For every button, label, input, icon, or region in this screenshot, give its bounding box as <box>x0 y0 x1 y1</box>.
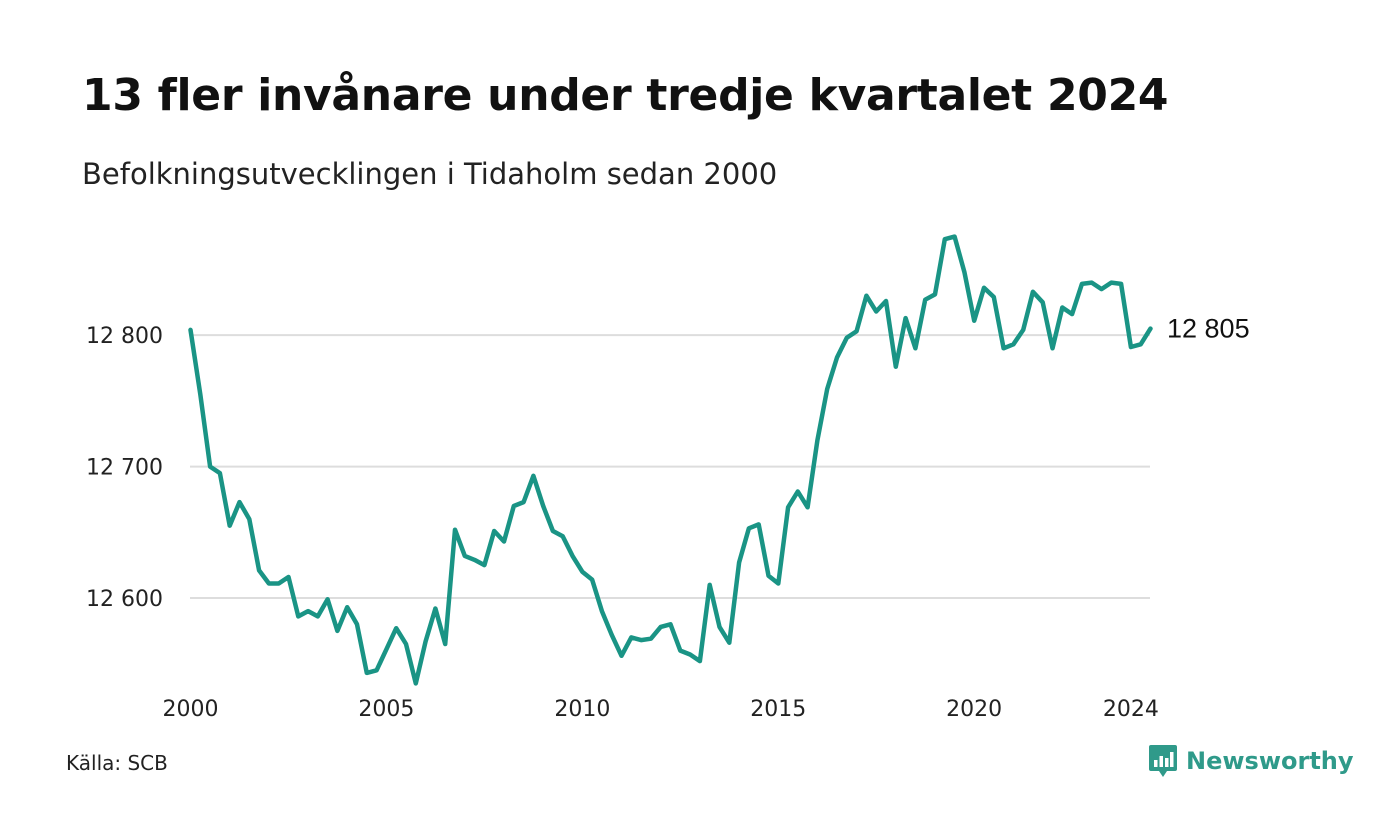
x-tick-label: 2024 <box>1103 697 1159 722</box>
x-axis-tick-labels: 2000 2005 2010 2015 2020 2024 <box>163 697 1159 722</box>
brand-logo: Newsworthy <box>1148 744 1354 778</box>
x-tick-label: 2000 <box>163 697 219 722</box>
series-line-population <box>188 234 1153 686</box>
chart-title: 13 fler invånare under tredje kvartalet … <box>82 70 1169 121</box>
y-axis-tick-labels: 12 600 12 700 12 800 <box>86 324 163 612</box>
x-tick-label: 2005 <box>358 697 414 722</box>
chart-subtitle: Befolkningsutvecklingen i Tidaholm sedan… <box>82 157 778 191</box>
x-tick-label: 2020 <box>946 697 1002 722</box>
x-tick-label: 2010 <box>554 697 610 722</box>
y-tick-label: 12 600 <box>86 587 163 612</box>
source-note: Källa: SCB <box>66 751 168 775</box>
y-tick-label: 12 700 <box>86 456 163 481</box>
y-tick-label: 12 800 <box>86 324 163 349</box>
grid-lines <box>190 334 1150 599</box>
newsworthy-chart-bubble-icon <box>1149 745 1177 777</box>
x-tick-label: 2015 <box>750 697 806 722</box>
brand-name: Newsworthy <box>1186 747 1354 775</box>
end-value-label: 12 805 <box>1167 314 1250 344</box>
